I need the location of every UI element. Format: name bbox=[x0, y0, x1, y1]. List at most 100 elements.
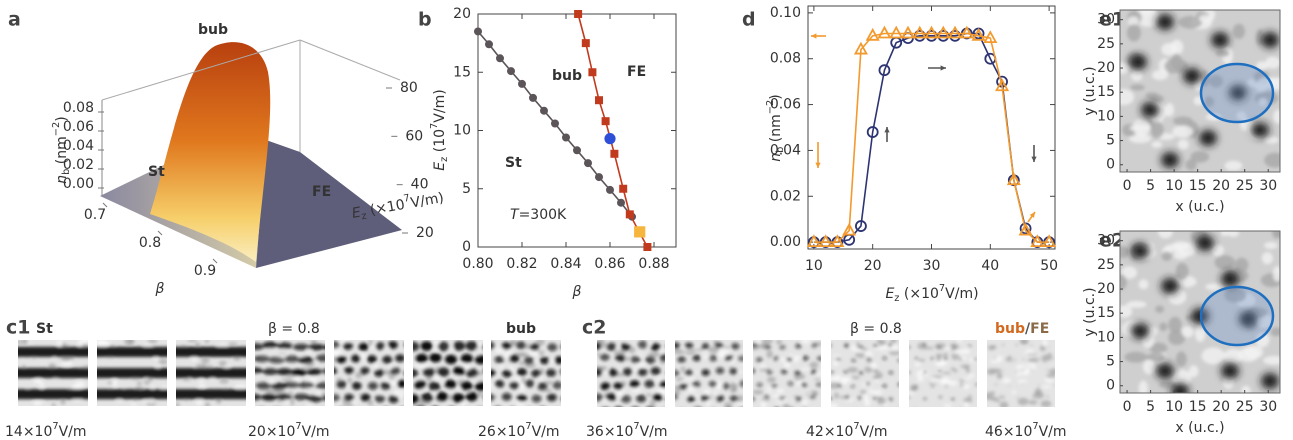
series-line bbox=[813, 32, 1050, 243]
texture-patch bbox=[1120, 62, 1130, 74]
y-axis-label-part: V/m) bbox=[432, 89, 448, 122]
dot bbox=[858, 370, 864, 375]
dot bbox=[831, 343, 833, 348]
texture-speck bbox=[889, 344, 899, 351]
dot bbox=[737, 355, 743, 363]
dot bbox=[923, 397, 927, 401]
dot bbox=[913, 408, 917, 411]
texture-patch bbox=[1224, 160, 1243, 171]
dot bbox=[502, 369, 513, 378]
texture-speck bbox=[782, 403, 790, 407]
texture-speck bbox=[55, 340, 65, 344]
y-tick-label: 30 bbox=[1097, 12, 1115, 28]
spot bbox=[1239, 311, 1257, 327]
highlight-ellipse bbox=[1199, 285, 1275, 347]
dot bbox=[745, 342, 754, 349]
marker bbox=[581, 39, 590, 48]
marker bbox=[588, 68, 597, 77]
texture-speck bbox=[498, 365, 505, 369]
dot bbox=[546, 393, 557, 402]
z-axis-label-part: ) bbox=[54, 116, 70, 121]
axis-line bbox=[101, 39, 301, 101]
field-label-part: 7 bbox=[525, 421, 531, 432]
texture-speck bbox=[957, 340, 962, 343]
field-label-part: V/m bbox=[532, 424, 560, 440]
dot bbox=[881, 383, 887, 388]
beta-label: β = 0.8 bbox=[850, 321, 902, 337]
texture-speck bbox=[787, 354, 795, 357]
texture-patch bbox=[1188, 365, 1199, 378]
marker bbox=[866, 126, 879, 138]
texture-patch bbox=[1172, 125, 1193, 138]
x-tick-label: 10 bbox=[805, 258, 823, 274]
marker bbox=[855, 220, 867, 232]
dot bbox=[524, 408, 534, 416]
dot bbox=[1029, 369, 1033, 372]
texture-speck bbox=[999, 401, 1009, 407]
x-axis-label: Ez (×107V/m) bbox=[885, 283, 978, 304]
y-tick-label: 0.04 bbox=[770, 142, 801, 158]
dot bbox=[780, 369, 788, 375]
dot bbox=[501, 342, 512, 351]
x-axis-label: x (u.c.) bbox=[1175, 420, 1224, 436]
texture-speck bbox=[311, 376, 321, 379]
snapshot bbox=[675, 340, 754, 407]
field-label: 46×107V/m bbox=[985, 421, 1067, 440]
dot bbox=[953, 369, 958, 373]
dot bbox=[993, 357, 997, 360]
dot bbox=[315, 382, 325, 390]
dot bbox=[413, 368, 419, 378]
dot bbox=[987, 344, 988, 347]
dot bbox=[621, 394, 632, 403]
field-label-part: 7 bbox=[1032, 421, 1038, 432]
dot bbox=[810, 369, 818, 375]
texture-speck bbox=[995, 398, 1001, 403]
texture-speck bbox=[1002, 377, 1011, 384]
x-tick-label: 25 bbox=[1236, 399, 1254, 415]
dot bbox=[452, 393, 465, 403]
dot bbox=[1029, 344, 1033, 347]
texture-speck bbox=[877, 396, 883, 402]
dot bbox=[984, 396, 987, 398]
texture-speck bbox=[963, 397, 973, 403]
panel-label: d bbox=[742, 9, 756, 31]
field-label: 26×107V/m bbox=[478, 421, 560, 440]
texture-speck bbox=[989, 345, 997, 349]
dot bbox=[554, 356, 561, 365]
texture-speck bbox=[859, 390, 867, 394]
dot bbox=[494, 380, 505, 389]
y-tick-label: 25 bbox=[1097, 257, 1115, 273]
texture-speck bbox=[355, 371, 363, 379]
texture-speck bbox=[198, 383, 206, 388]
dot bbox=[416, 405, 425, 406]
y-axis-label-part: (×10 bbox=[364, 197, 406, 220]
dot bbox=[951, 345, 956, 349]
dot bbox=[973, 357, 977, 361]
texture-speck bbox=[519, 360, 525, 366]
x-tick-label: 0.8 bbox=[139, 235, 161, 251]
phase-label-part: FE bbox=[1030, 321, 1049, 337]
texture-patch bbox=[1130, 84, 1145, 91]
x-tick-label: 20 bbox=[1212, 178, 1230, 194]
dot bbox=[872, 395, 878, 400]
texture-speck bbox=[998, 395, 1006, 398]
y-tick-label: 0 bbox=[462, 239, 471, 255]
dot bbox=[944, 410, 948, 413]
arrow-head bbox=[811, 33, 817, 39]
marker bbox=[924, 25, 939, 39]
dot bbox=[802, 407, 809, 412]
y-axis-label: Ez (107V/m) bbox=[429, 89, 450, 170]
field-label-part: 42×10 bbox=[806, 424, 853, 440]
texture-patch bbox=[1198, 14, 1215, 23]
field-label-part: V/m bbox=[302, 424, 330, 440]
marker bbox=[878, 64, 891, 77]
marker bbox=[562, 133, 570, 142]
plot-frame bbox=[1119, 230, 1281, 394]
texture-patch bbox=[1181, 326, 1194, 338]
texture-patch bbox=[1161, 42, 1178, 56]
snapshot-texture bbox=[97, 340, 167, 406]
texture-speck bbox=[142, 399, 151, 403]
texture-speck bbox=[775, 388, 785, 393]
dot bbox=[645, 355, 656, 364]
